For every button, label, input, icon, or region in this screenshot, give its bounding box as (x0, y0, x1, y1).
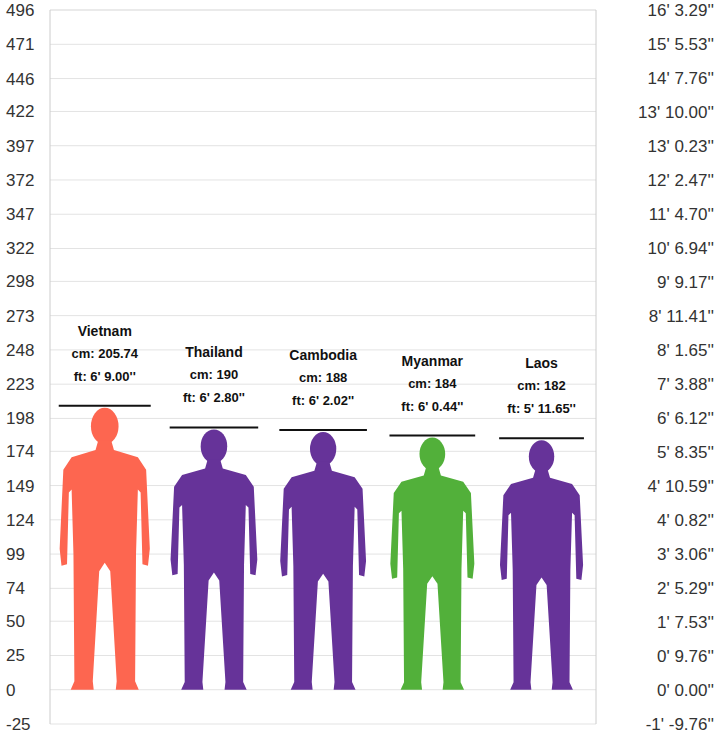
svg-text:Laos: Laos (525, 355, 558, 371)
svg-text:8' 11.41'': 8' 11.41'' (649, 307, 714, 326)
svg-text:1' 7.53'': 1' 7.53'' (657, 613, 714, 632)
svg-text:0: 0 (6, 681, 15, 700)
svg-text:-1' -9.76'': -1' -9.76'' (646, 715, 714, 734)
svg-text:cm: 184: cm: 184 (408, 376, 457, 391)
svg-text:11' 4.70'': 11' 4.70'' (649, 205, 714, 224)
svg-text:248: 248 (6, 341, 34, 360)
svg-text:198: 198 (6, 409, 34, 428)
svg-text:ft: 5' 11.65'': ft: 5' 11.65'' (507, 401, 576, 416)
svg-text:ft: 6' 0.44'': ft: 6' 0.44'' (401, 399, 463, 414)
svg-text:-25: -25 (6, 715, 31, 734)
svg-text:8' 1.65'': 8' 1.65'' (657, 341, 714, 360)
svg-text:3' 3.06'': 3' 3.06'' (657, 545, 714, 564)
svg-text:322: 322 (6, 239, 34, 258)
svg-text:149: 149 (6, 477, 34, 496)
svg-text:12' 2.47'': 12' 2.47'' (648, 171, 714, 190)
svg-text:446: 446 (6, 70, 34, 89)
svg-text:5' 8.35'': 5' 8.35'' (657, 443, 714, 462)
svg-text:Myanmar: Myanmar (402, 353, 464, 369)
svg-text:25: 25 (6, 646, 25, 665)
svg-text:124: 124 (6, 511, 34, 530)
svg-text:50: 50 (6, 612, 25, 631)
svg-text:cm: 205.74: cm: 205.74 (71, 346, 138, 361)
svg-text:14' 7.76'': 14' 7.76'' (648, 69, 714, 88)
svg-text:372: 372 (6, 171, 34, 190)
svg-text:273: 273 (6, 307, 34, 326)
svg-text:74: 74 (6, 579, 25, 598)
svg-text:Thailand: Thailand (185, 344, 243, 360)
svg-text:Vietnam: Vietnam (78, 323, 132, 339)
svg-text:4' 10.59'': 4' 10.59'' (648, 477, 714, 496)
svg-text:9' 9.17'': 9' 9.17'' (657, 273, 714, 292)
svg-text:397: 397 (6, 137, 34, 156)
svg-text:422: 422 (6, 102, 34, 121)
svg-text:ft: 6' 9.00'': ft: 6' 9.00'' (74, 369, 136, 384)
svg-text:cm: 182: cm: 182 (517, 378, 565, 393)
svg-text:10' 6.94'': 10' 6.94'' (648, 239, 714, 258)
svg-text:15' 5.53'': 15' 5.53'' (648, 35, 714, 54)
svg-text:223: 223 (6, 375, 34, 394)
svg-text:298: 298 (6, 272, 34, 291)
svg-text:ft: 6' 2.02'': ft: 6' 2.02'' (292, 393, 354, 408)
svg-text:174: 174 (6, 442, 34, 461)
svg-text:cm: 188: cm: 188 (299, 370, 347, 385)
svg-text:16' 3.29'': 16' 3.29'' (648, 1, 714, 20)
svg-text:4' 0.82'': 4' 0.82'' (657, 511, 714, 530)
svg-text:2' 5.29'': 2' 5.29'' (657, 579, 714, 598)
svg-text:347: 347 (6, 205, 34, 224)
svg-text:cm: 190: cm: 190 (190, 367, 238, 382)
svg-text:7' 3.88'': 7' 3.88'' (657, 375, 714, 394)
svg-text:99: 99 (6, 545, 25, 564)
svg-text:Cambodia: Cambodia (289, 347, 357, 363)
svg-text:13' 0.23'': 13' 0.23'' (648, 137, 714, 156)
svg-text:6' 6.12'': 6' 6.12'' (657, 409, 714, 428)
svg-text:471: 471 (6, 35, 34, 54)
svg-text:ft: 6' 2.80'': ft: 6' 2.80'' (183, 390, 245, 405)
svg-text:496: 496 (6, 1, 34, 20)
svg-text:0' 0.00'': 0' 0.00'' (657, 681, 714, 700)
svg-text:13' 10.00'': 13' 10.00'' (638, 103, 714, 122)
svg-text:0' 9.76'': 0' 9.76'' (657, 647, 714, 666)
